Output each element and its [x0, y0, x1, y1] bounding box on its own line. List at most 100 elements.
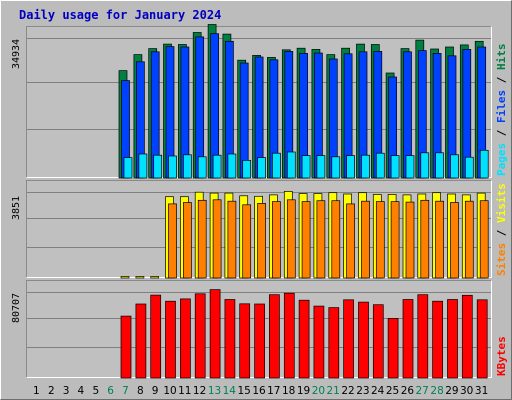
x-tick-day-28: 28 — [430, 385, 443, 397]
bar-pages-day-29 — [450, 154, 459, 179]
bar-sites-day-31 — [479, 200, 489, 279]
bar-sites-day-17 — [272, 201, 281, 279]
bar-pages-day-12 — [197, 156, 207, 179]
bar-pages-day-16 — [257, 157, 266, 179]
bar-kbytes-day-21 — [328, 307, 340, 379]
legend-separator: / — [495, 70, 508, 90]
bar-kbytes-day-9 — [150, 294, 162, 379]
x-tick-day-24: 24 — [371, 385, 385, 397]
bar-pages-day-22 — [346, 155, 355, 179]
bar-kbytes-day-10 — [165, 300, 176, 379]
bar-sites-day-20 — [316, 200, 326, 279]
bar-sites-day-11 — [183, 202, 192, 279]
x-tick-day-13: 13 — [208, 385, 221, 397]
bar-pages-day-9 — [153, 154, 163, 179]
bar-pages-day-27 — [420, 152, 430, 179]
bar-sites-day-19 — [301, 201, 311, 279]
x-tick-day-29: 29 — [445, 385, 458, 397]
bar-visits-day-8 — [135, 276, 145, 279]
bar-kbytes-day-31 — [476, 299, 488, 379]
bar-sites-day-29 — [450, 202, 459, 279]
bar-kbytes-day-23 — [358, 301, 369, 379]
scale-label: 3851 — [11, 196, 22, 220]
bar-pages-day-18 — [286, 151, 296, 179]
bar-kbytes-day-24 — [372, 304, 384, 379]
x-tick-day-30: 30 — [460, 385, 473, 397]
bar-sites-day-23 — [361, 200, 370, 279]
bar-sites-day-10 — [168, 203, 177, 279]
bar-pages-day-10 — [168, 155, 177, 179]
legend-sites-visits: Sites / Visits — [495, 183, 508, 276]
bar-visits-day-9 — [150, 276, 160, 279]
bar-kbytes-day-18 — [283, 292, 295, 379]
bar-kbytes-day-12 — [194, 293, 206, 379]
plot-bevel-dark — [26, 26, 492, 178]
bar-pages-day-30 — [464, 156, 474, 179]
bar-sites-day-12 — [197, 199, 207, 279]
bar-sites-day-15 — [242, 204, 252, 279]
plot-bevel-dark — [26, 280, 492, 378]
bar-sites-day-30 — [464, 200, 474, 279]
x-tick-day-9: 9 — [152, 385, 159, 397]
bar-pages-day-19 — [301, 155, 311, 179]
x-tick-day-31: 31 — [475, 385, 488, 397]
legend-sites: Sites — [495, 243, 508, 276]
bar-sites-day-14 — [227, 200, 237, 279]
bar-kbytes-day-13 — [209, 289, 221, 379]
legend-pages: Pages — [495, 143, 508, 176]
bar-kbytes-day-7 — [120, 315, 132, 379]
x-tick-day-20: 20 — [312, 385, 325, 397]
scale-label: 80707 — [11, 293, 22, 323]
x-tick-day-25: 25 — [386, 385, 399, 397]
x-tick-day-8: 8 — [137, 385, 144, 397]
legend-hits: Hits — [495, 44, 508, 71]
bar-pages-day-11 — [183, 154, 192, 179]
bar-pages-day-8 — [138, 153, 148, 179]
bar-visits-day-7 — [120, 276, 130, 279]
bar-kbytes-day-27 — [417, 294, 429, 379]
bar-sites-day-21 — [331, 200, 341, 279]
bar-kbytes-day-28 — [432, 300, 443, 379]
bar-kbytes-day-20 — [313, 305, 325, 379]
bar-kbytes-day-26 — [402, 299, 414, 379]
chart-title: Daily usage for January 2024 — [19, 8, 221, 22]
x-tick-day-23: 23 — [356, 385, 369, 397]
x-tick-day-12: 12 — [193, 385, 206, 397]
bar-kbytes-day-19 — [298, 299, 310, 379]
bar-kbytes-day-22 — [343, 299, 354, 379]
bar-sites-day-16 — [257, 203, 266, 279]
bar-pages-day-25 — [390, 155, 400, 179]
legend-kbytes: KBytes — [495, 336, 508, 376]
x-tick-day-17: 17 — [267, 385, 280, 397]
bar-kbytes-day-14 — [224, 299, 236, 379]
bar-sites-day-26 — [405, 201, 415, 279]
x-tick-day-10: 10 — [163, 385, 176, 397]
bar-pages-day-28 — [435, 152, 444, 179]
bar-sites-day-28 — [435, 200, 444, 279]
legend-separator: / — [495, 123, 508, 143]
x-tick-day-16: 16 — [252, 385, 266, 397]
legend-kbytes: KBytes — [495, 336, 508, 376]
x-tick-day-3: 3 — [63, 385, 70, 397]
x-tick-day-26: 26 — [401, 385, 415, 397]
x-tick-day-1: 1 — [33, 385, 40, 397]
bar-sites-day-22 — [346, 203, 355, 279]
x-tick-day-11: 11 — [178, 385, 191, 397]
x-tick-day-15: 15 — [238, 385, 251, 397]
bar-kbytes-day-11 — [180, 298, 191, 379]
bar-sites-day-13 — [212, 199, 222, 279]
x-tick-day-19: 19 — [297, 385, 310, 397]
bar-pages-day-14 — [227, 153, 237, 179]
bar-pages-day-26 — [405, 155, 415, 179]
scale-label: 34934 — [11, 39, 22, 69]
x-tick-day-7: 7 — [122, 385, 129, 397]
x-tick-day-22: 22 — [341, 385, 354, 397]
x-tick-day-14: 14 — [223, 385, 237, 397]
bar-kbytes-day-17 — [269, 294, 280, 379]
x-tick-day-5: 5 — [92, 385, 99, 397]
bar-pages-day-24 — [375, 152, 385, 179]
legend-files: Files — [495, 90, 508, 123]
x-tick-day-2: 2 — [48, 385, 55, 397]
legend-visits: Visits — [495, 183, 508, 223]
